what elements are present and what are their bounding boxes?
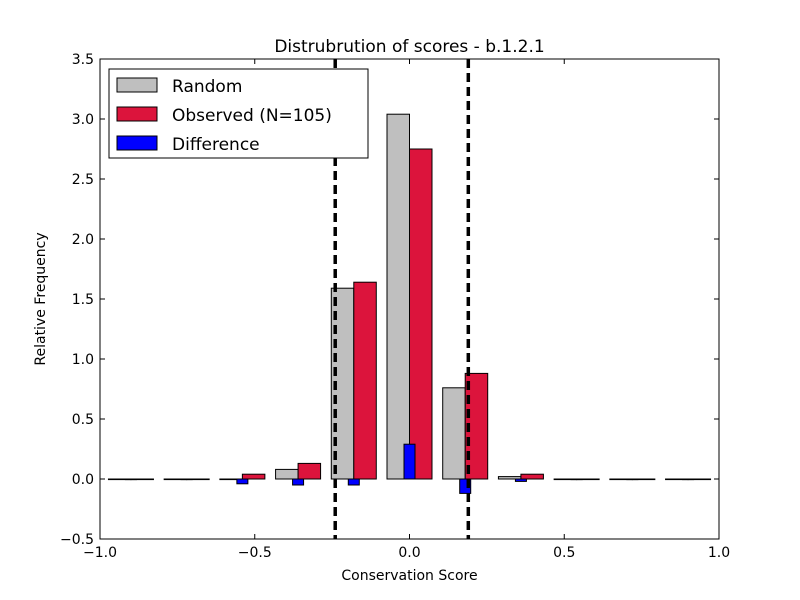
axis-ticks: −1.0 −0.5 0.0 0.5 1.0−0.50.00.51.01.52.02.53… xyxy=(60,52,730,561)
x-axis-label: Conservation Score xyxy=(341,568,477,584)
bar-observed-n-105--7 xyxy=(520,473,544,480)
legend-label-1: Observed (N=105) xyxy=(172,106,332,126)
bar-observed-n-105--5 xyxy=(409,148,433,480)
x-tick-label-1: −0.5 xyxy=(238,545,272,561)
legend-swatch-0 xyxy=(116,77,158,93)
y-tick-label-2: 0.5 xyxy=(72,412,94,428)
x-tick-label-0: −1.0 xyxy=(83,545,117,561)
bar-random-6 xyxy=(442,387,466,480)
bar-difference-10 xyxy=(682,478,695,481)
bar-observed-n-105--6 xyxy=(464,372,489,480)
legend: Random Observed (N=105) Difference xyxy=(108,68,369,159)
bar-difference-0 xyxy=(124,478,137,481)
bar-random-3 xyxy=(275,468,299,480)
legend-label-2: Difference xyxy=(172,135,260,155)
bar-observed-n-105--4 xyxy=(353,281,377,480)
bar-difference-1 xyxy=(180,478,193,481)
bar-difference-9 xyxy=(626,478,639,481)
x-tick-label-3: 0.5 xyxy=(553,545,575,561)
threshold-lines xyxy=(333,59,471,539)
bar-difference-7 xyxy=(514,478,527,482)
y-tick-label-3: 1.0 xyxy=(72,352,94,368)
bar-difference-4 xyxy=(347,478,360,486)
y-tick-label-5: 2.0 xyxy=(72,232,94,248)
bar-difference-3 xyxy=(292,478,305,486)
legend-swatch-2 xyxy=(116,135,158,151)
x-tick-label-2: 0.0 xyxy=(398,545,420,561)
chart-title: Distrubrution of scores - b.1.2.1 xyxy=(274,37,544,57)
y-tick-label-6: 2.5 xyxy=(72,172,94,188)
y-tick-label-7: 3.0 xyxy=(72,112,94,128)
y-tick-label-0: −0.5 xyxy=(60,532,94,548)
bars-layer xyxy=(107,113,712,494)
legend-swatch-1 xyxy=(116,106,158,122)
x-tick-label-4: 1.0 xyxy=(708,545,730,561)
bar-observed-n-105--3 xyxy=(297,462,322,480)
y-axis-label: Relative Frequency xyxy=(33,232,49,365)
bar-difference-8 xyxy=(570,478,583,481)
bar-random-5 xyxy=(386,113,410,480)
y-tick-label-1: 0.0 xyxy=(72,472,94,488)
bar-difference-2 xyxy=(236,478,249,485)
legend-label-0: Random xyxy=(172,77,242,97)
y-tick-label-8: 3.5 xyxy=(72,52,94,68)
bar-difference-5 xyxy=(403,443,416,480)
bar-difference-6 xyxy=(459,478,472,494)
bar-observed-n-105--2 xyxy=(241,473,266,480)
y-tick-label-4: 1.5 xyxy=(72,292,94,308)
